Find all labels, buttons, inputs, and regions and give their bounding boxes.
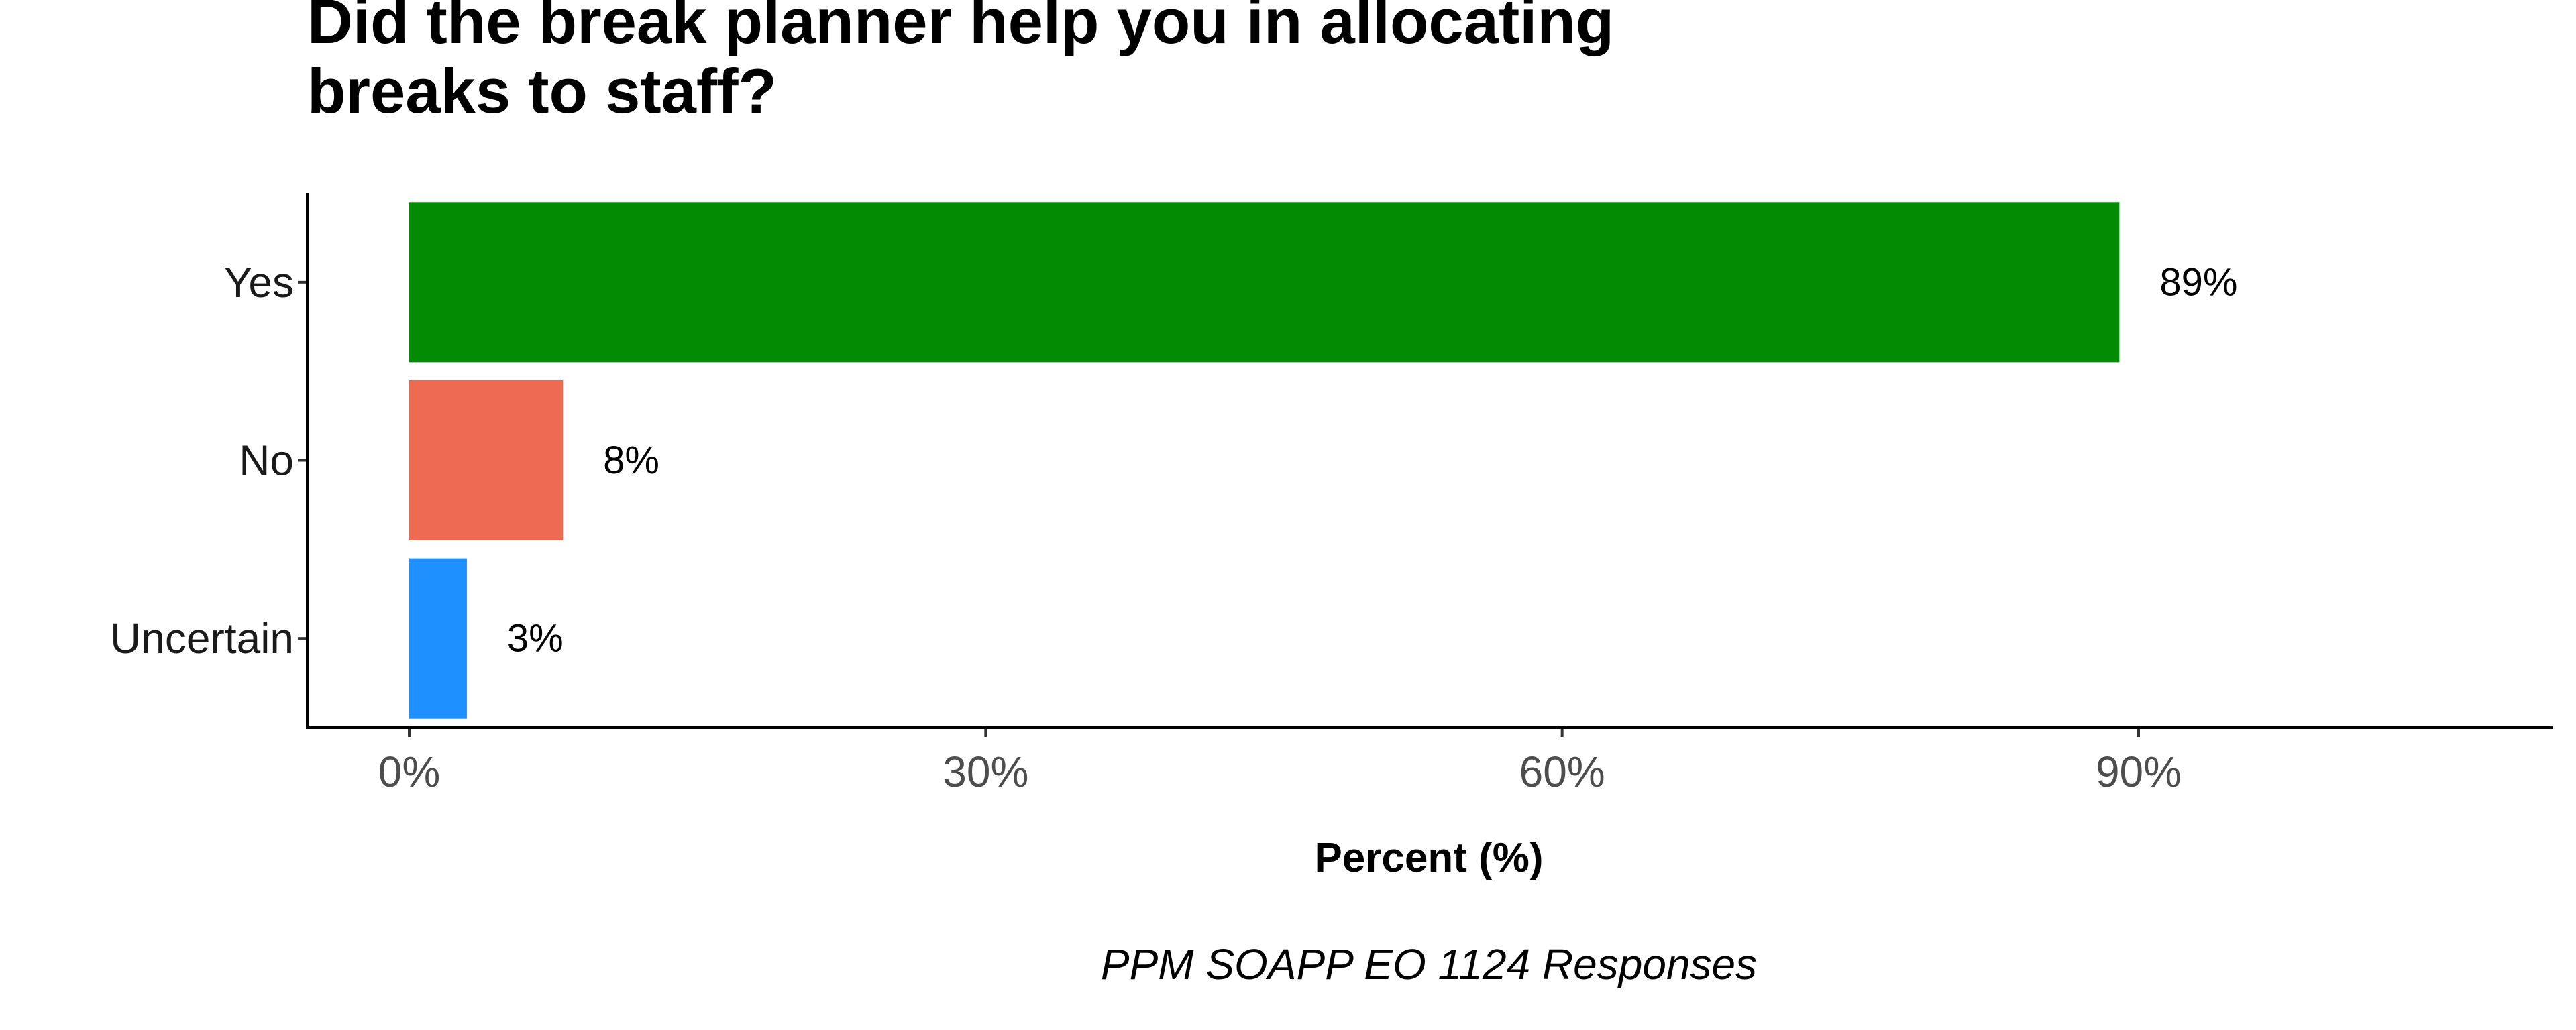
data-label-uncertain: 3% (507, 617, 564, 661)
x-tick-label-60: 60% (1519, 748, 1605, 796)
x-axis: 0% 30% 60% 90% (378, 728, 2182, 796)
x-tick-label-30: 30% (943, 748, 1028, 796)
data-label-no: 8% (603, 439, 659, 482)
x-axis-title: Percent (%) (1314, 835, 1543, 881)
chart-caption: PPM SOAPP EO 1124 Responses (1101, 940, 1757, 988)
bars-group (409, 202, 2120, 719)
x-tick-label-0: 0% (378, 748, 441, 796)
bar-uncertain (409, 558, 467, 719)
y-tick-label-yes: Yes (224, 258, 294, 306)
y-axis: Yes No Uncertain (110, 258, 307, 663)
data-labels-group: 89% 8% 3% (507, 260, 2238, 660)
data-label-yes: 89% (2159, 260, 2237, 304)
chart-title-line-2: breaks to staff? (307, 56, 777, 126)
y-tick-label-uncertain: Uncertain (110, 614, 294, 663)
x-tick-label-90: 90% (2096, 748, 2182, 796)
chart-title-line-1: Did the break planner help you in alloca… (307, 0, 1614, 56)
y-tick-label-no: No (239, 437, 294, 485)
bar-yes (409, 202, 2120, 363)
bar-no (409, 380, 564, 541)
